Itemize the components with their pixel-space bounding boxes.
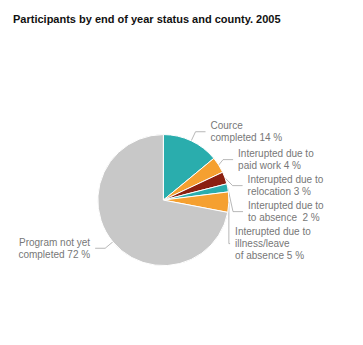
- svg-text:relocation 3 %: relocation 3 %: [248, 186, 311, 197]
- svg-text:Cource: Cource: [211, 120, 244, 131]
- svg-text:Participants by end of year st: Participants by end of year status and c…: [13, 13, 281, 25]
- svg-text:Interupted due to: Interupted due to: [248, 174, 324, 185]
- svg-text:of absence 5 %: of absence 5 %: [235, 250, 304, 261]
- svg-text:illness/leave: illness/leave: [235, 238, 290, 249]
- svg-text:to absence 2 %: to absence 2 %: [248, 212, 320, 223]
- svg-text:Interupted due to: Interupted due to: [235, 226, 311, 237]
- svg-text:completed 14 %: completed 14 %: [211, 132, 283, 143]
- svg-text:Interupted due to: Interupted due to: [238, 148, 314, 159]
- svg-text:paid work 4 %: paid work 4 %: [238, 160, 301, 171]
- svg-text:Program not yet: Program not yet: [19, 237, 90, 248]
- svg-text:completed 72 %: completed 72 %: [18, 249, 90, 260]
- svg-text:Interupted due to: Interupted due to: [248, 200, 324, 211]
